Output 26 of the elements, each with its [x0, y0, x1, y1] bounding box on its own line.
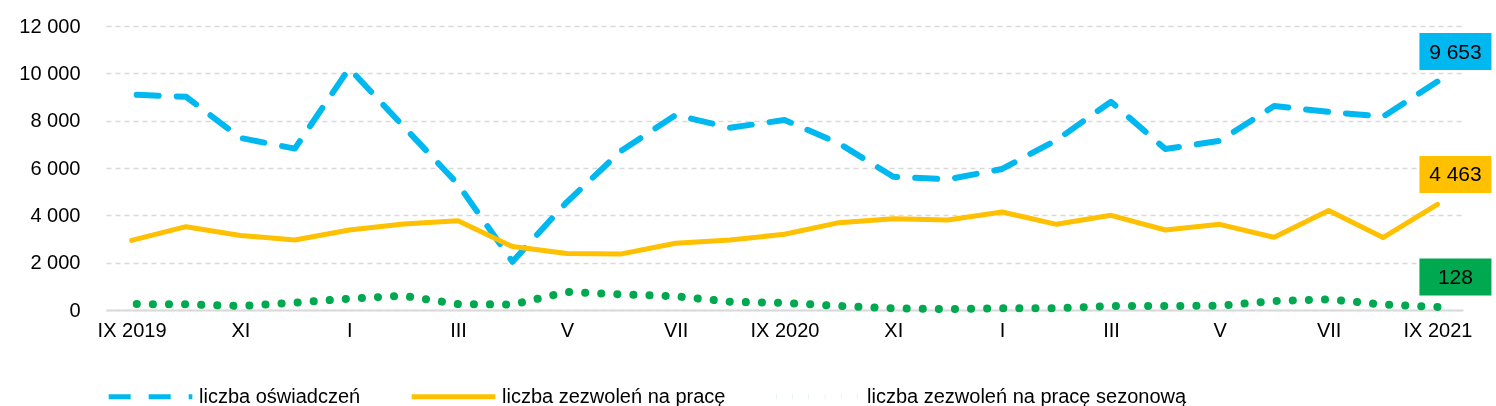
y-tick-label: 12 000: [19, 14, 81, 37]
x-tick-label: VII: [1316, 318, 1342, 341]
x-tick-label: XI: [884, 318, 904, 341]
data-label: 128: [1437, 264, 1473, 288]
x-tick-label: IX 2020: [750, 318, 820, 341]
data-label: 4 463: [1429, 162, 1482, 186]
x-tick-label: IX 2021: [1403, 318, 1473, 341]
x-tick-label: VII: [663, 318, 689, 341]
y-tick-label: 0: [69, 298, 81, 321]
x-tick-label: III: [450, 318, 467, 341]
x-tick-label: V: [1213, 318, 1228, 341]
legend-label: liczba oświadczeń: [199, 384, 361, 406]
data-label: 9 653: [1429, 39, 1482, 63]
x-tick-label: IX 2019: [97, 318, 167, 341]
y-tick-label: 10 000: [19, 61, 81, 84]
x-tick-label: V: [560, 318, 575, 341]
x-tick-label: I: [346, 318, 353, 341]
y-tick-label: 8 000: [30, 109, 81, 132]
legend-label: liczba zezwoleń na pracę sezonową: [867, 384, 1187, 406]
x-tick-label: III: [1103, 318, 1120, 341]
y-tick-label: 4 000: [30, 203, 81, 226]
y-tick-label: 6 000: [30, 156, 81, 179]
x-tick-label: XI: [231, 318, 251, 341]
x-tick-label: I: [999, 318, 1006, 341]
legend-label: liczba zezwoleń na pracę: [502, 384, 726, 406]
y-tick-label: 2 000: [30, 251, 81, 274]
